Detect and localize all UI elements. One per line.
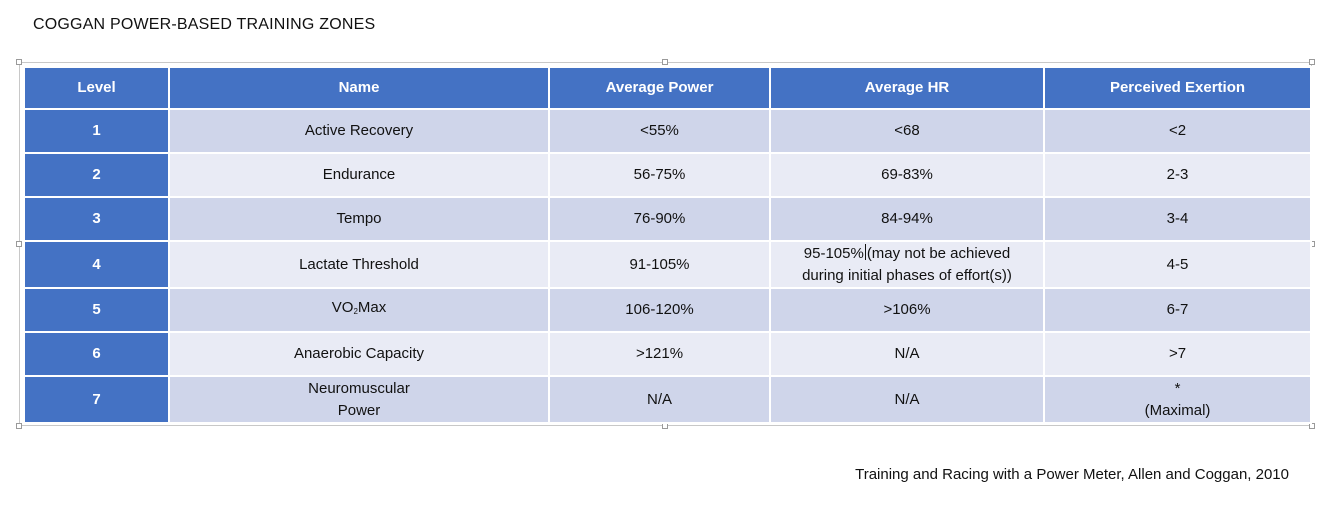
text-cursor xyxy=(864,243,866,260)
resize-handle-bottom-left[interactable] xyxy=(16,423,22,429)
exertion-cell[interactable]: >7 xyxy=(1043,331,1312,377)
hr-cell[interactable]: N/A xyxy=(769,375,1045,424)
level-cell[interactable]: 3 xyxy=(23,196,170,242)
exertion-cell[interactable]: 2-3 xyxy=(1043,152,1312,198)
subscript-text: 2 xyxy=(353,307,358,316)
hr-cell-text: during initial phases of effort(s)) xyxy=(802,266,1012,284)
hr-cell[interactable]: >106% xyxy=(769,287,1045,333)
exertion-cell[interactable]: 4-5 xyxy=(1043,240,1312,289)
resize-handle-top-right[interactable] xyxy=(1309,59,1315,65)
resize-handle-bottom-right[interactable] xyxy=(1309,423,1315,429)
table-row: 1 Active Recovery <55% <68 <2 xyxy=(23,108,1312,154)
hr-cell[interactable]: <68 xyxy=(769,108,1045,154)
citation: Training and Racing with a Power Meter, … xyxy=(855,466,1289,483)
name-text: Max xyxy=(357,299,387,316)
power-cell[interactable]: 76-90% xyxy=(548,196,771,242)
exertion-text: (Maximal) xyxy=(1144,401,1211,419)
resize-handle-middle-left[interactable] xyxy=(16,241,22,247)
power-cell[interactable]: >121% xyxy=(548,331,771,377)
hr-cell[interactable]: N/A xyxy=(769,331,1045,377)
table-row: 4 Lactate Threshold 91-105% 95-105% (may … xyxy=(23,240,1312,289)
power-cell[interactable]: 56-75% xyxy=(548,152,771,198)
exertion-cell[interactable]: * (Maximal) xyxy=(1043,375,1312,424)
hr-cell-text: (may not be achieved xyxy=(866,244,1011,262)
table-row: 3 Tempo 76-90% 84-94% 3-4 xyxy=(23,196,1312,242)
exertion-cell[interactable]: <2 xyxy=(1043,108,1312,154)
table-row: 2 Endurance 56-75% 69-83% 2-3 xyxy=(23,152,1312,198)
power-cell[interactable]: <55% xyxy=(548,108,771,154)
exertion-cell[interactable]: 6-7 xyxy=(1043,287,1312,333)
table-row: 5 VO2Max 106-120% >106% 6-7 xyxy=(23,287,1312,333)
level-cell[interactable]: 7 xyxy=(23,375,170,424)
resize-handle-bottom-center[interactable] xyxy=(662,423,668,429)
level-cell[interactable]: 4 xyxy=(23,240,170,289)
power-cell[interactable]: 106-120% xyxy=(548,287,771,333)
training-zones-table: Level Name Average Power Average HR Perc… xyxy=(23,66,1312,424)
table-header-row: Level Name Average Power Average HR Perc… xyxy=(23,66,1312,110)
name-cell[interactable]: Endurance xyxy=(168,152,550,198)
hr-cell[interactable]: 69-83% xyxy=(769,152,1045,198)
header-average-power[interactable]: Average Power xyxy=(548,66,771,110)
name-cell[interactable]: Lactate Threshold xyxy=(168,240,550,289)
exertion-text: * xyxy=(1174,379,1181,397)
header-level[interactable]: Level xyxy=(23,66,170,110)
hr-cell-text: 95-105% xyxy=(803,244,864,262)
resize-handle-top-center[interactable] xyxy=(662,59,668,65)
name-cell[interactable]: Anaerobic Capacity xyxy=(168,331,550,377)
name-cell[interactable]: VO2Max xyxy=(168,287,550,333)
name-cell[interactable]: Active Recovery xyxy=(168,108,550,154)
power-cell[interactable]: 91-105% xyxy=(548,240,771,289)
header-name[interactable]: Name xyxy=(168,66,550,110)
level-cell[interactable]: 6 xyxy=(23,331,170,377)
header-perceived-exertion[interactable]: Perceived Exertion xyxy=(1043,66,1312,110)
power-cell[interactable]: N/A xyxy=(548,375,771,424)
level-cell[interactable]: 5 xyxy=(23,287,170,333)
resize-handle-top-left[interactable] xyxy=(16,59,22,65)
hr-cell[interactable]: 95-105% (may not be achieved during initi… xyxy=(769,240,1045,289)
hr-cell-line: 95-105% (may not be achieved xyxy=(775,243,1039,265)
level-cell[interactable]: 2 xyxy=(23,152,170,198)
level-cell[interactable]: 1 xyxy=(23,108,170,154)
header-average-hr[interactable]: Average HR xyxy=(769,66,1045,110)
table-row: 6 Anaerobic Capacity >121% N/A >7 xyxy=(23,331,1312,377)
name-cell[interactable]: Neuromuscular Power xyxy=(168,375,550,424)
table-selection-frame[interactable] xyxy=(16,59,1315,429)
name-text: Power xyxy=(337,401,381,419)
hr-cell[interactable]: 84-94% xyxy=(769,196,1045,242)
name-text: Neuromuscular xyxy=(308,379,410,397)
name-cell[interactable]: Tempo xyxy=(168,196,550,242)
table-row: 7 Neuromuscular Power N/A N/A * (Maximal… xyxy=(23,375,1312,424)
exertion-cell[interactable]: 3-4 xyxy=(1043,196,1312,242)
page-title: COGGAN POWER-BASED TRAINING ZONES xyxy=(33,16,376,33)
name-text: VO xyxy=(331,299,354,316)
